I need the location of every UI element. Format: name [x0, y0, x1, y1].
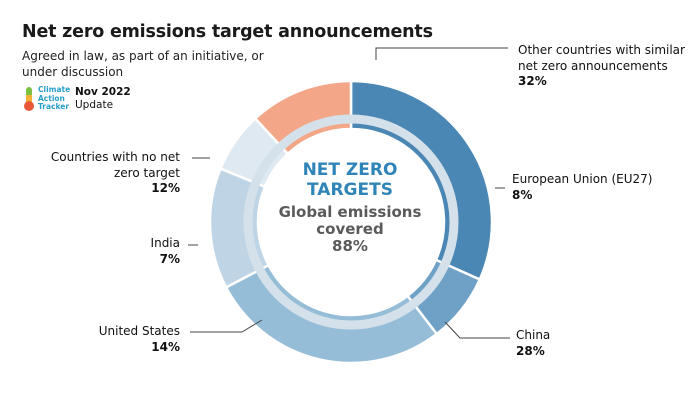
- logo-text-line: Tracker: [38, 102, 70, 111]
- leader-lines: [188, 47, 510, 339]
- slice-label-united-states: United States 14%: [40, 324, 180, 355]
- climate-action-tracker-logo: Climate Action Tracker: [22, 85, 70, 112]
- logo-text-line: Climate: [38, 85, 71, 94]
- center-subtitle: Global emissions covered: [278, 203, 422, 238]
- slice-label-other-countries: Other countries with similar net zero an…: [518, 43, 688, 90]
- slice-label-value: 8%: [512, 187, 533, 202]
- chart-subtitle: Agreed in law, as part of an initiative,…: [22, 49, 264, 79]
- slice-label-name: Other countries with similar net zero an…: [518, 43, 685, 73]
- logo-text-line: Action: [38, 93, 65, 103]
- slice-label-value: 12%: [151, 181, 180, 195]
- center-value: 88%: [332, 237, 368, 255]
- leader-line-united-states: [190, 319, 263, 333]
- slice-label-china: China 28%: [516, 328, 636, 359]
- update-label: Update: [75, 99, 114, 111]
- slice-label-name: United States: [98, 324, 180, 338]
- update-date-value: Nov 2022: [75, 86, 131, 98]
- slice-label-name: India: [150, 236, 180, 250]
- slice-label-eu: European Union (EU27) 8%: [512, 172, 692, 203]
- update-date: Nov 2022 Update: [75, 86, 131, 112]
- inner-ring: [243, 114, 459, 330]
- leader-line-china: [444, 321, 510, 339]
- slice-label-value: 32%: [518, 74, 547, 88]
- slice-label-no-net-zero: Countries with no net zero target 12%: [30, 150, 180, 197]
- slice-no-net-zero: [253, 79, 353, 156]
- slice-label-value: 14%: [151, 339, 180, 354]
- slice-label-value: 7%: [159, 251, 180, 266]
- thermometer-icon: [24, 87, 34, 111]
- leader-line-other-countries: [375, 47, 508, 60]
- slice-label-value: 28%: [516, 343, 545, 358]
- center-title: NET ZERO TARGETS: [302, 160, 398, 200]
- center-summary: NET ZERO TARGETS Global emissions covere…: [260, 160, 440, 255]
- slice-label-name: China: [516, 328, 551, 342]
- slice-label-name: European Union (EU27): [512, 172, 653, 186]
- chart-title: Net zero emissions target announcements: [22, 22, 433, 42]
- slice-label-india: India 7%: [60, 236, 180, 267]
- slice-label-name: Countries with no net zero target: [50, 150, 180, 180]
